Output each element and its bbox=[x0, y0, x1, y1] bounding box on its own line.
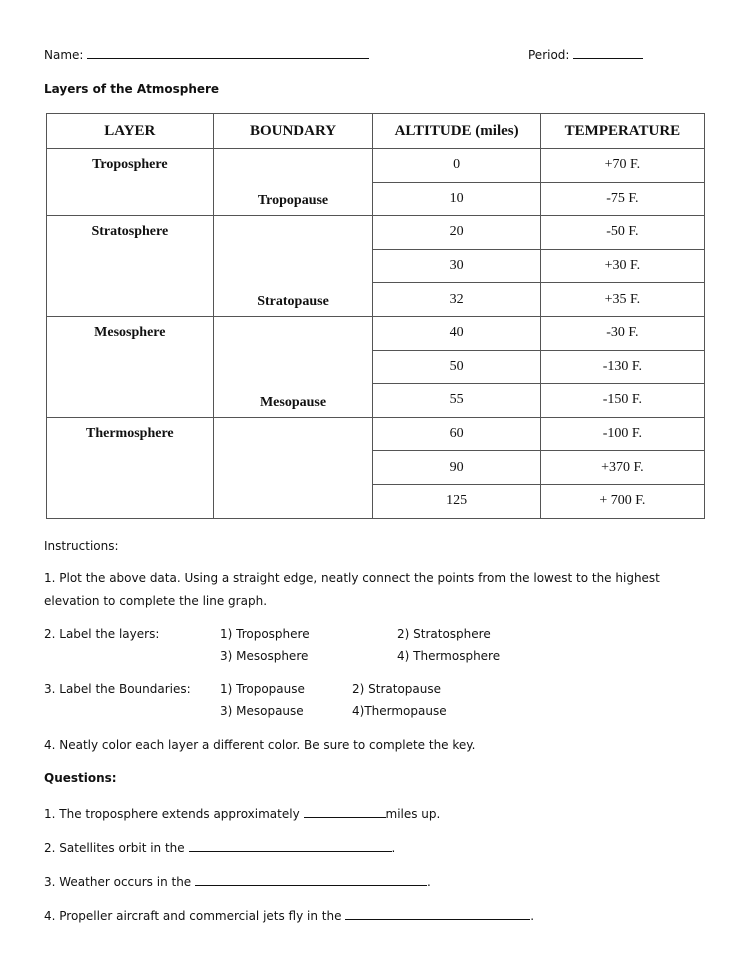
period-blank[interactable] bbox=[573, 46, 644, 59]
question-1-suffix: miles up. bbox=[385, 807, 441, 821]
altitude-cell: 32 bbox=[372, 282, 541, 317]
boundary-cell: Tropopause bbox=[212, 147, 374, 217]
altitude-cell: 0 bbox=[372, 148, 541, 183]
boundary-item: 1) Tropopause bbox=[220, 682, 305, 696]
table-row: 125 + 700 F. bbox=[47, 483, 706, 519]
table-row: 30 +30 F. bbox=[47, 248, 706, 284]
altitude-cell: 50 bbox=[372, 349, 541, 385]
boundary-item: 2) Stratopause bbox=[352, 682, 441, 696]
column-header: ALTITUDE (miles) bbox=[372, 113, 541, 149]
layer-item: 2) Stratosphere bbox=[397, 627, 491, 641]
temperature-cell: +370 F. bbox=[539, 450, 706, 485]
altitude-cell: 55 bbox=[372, 383, 541, 418]
atmosphere-table: LAYER BOUNDARY ALTITUDE (miles) TEMPERATURE… bbox=[46, 113, 706, 519]
instruction-1: 1. Plot the above data. Using a straight… bbox=[44, 571, 660, 585]
table-row: Thermosphere 60 -100 F. bbox=[46, 416, 706, 519]
name-line: Name: bbox=[44, 46, 370, 62]
boundary-item: 3) Mesopause bbox=[220, 704, 304, 718]
temperature-cell: -75 F. bbox=[539, 181, 706, 217]
temperature-cell: -150 F. bbox=[539, 383, 706, 418]
altitude-cell: 10 bbox=[372, 181, 541, 217]
question-1: 1. The troposphere extends approximately… bbox=[44, 805, 440, 821]
question-4-text: 4. Propeller aircraft and commercial jet… bbox=[44, 909, 346, 923]
altitude-cell: 20 bbox=[372, 215, 541, 250]
altitude-cell: 90 bbox=[372, 450, 541, 485]
period-line: Period: bbox=[528, 46, 644, 62]
table-row: 32 +35 F. bbox=[47, 282, 706, 317]
temperature-cell: -50 F. bbox=[539, 215, 706, 250]
temperature-cell: + 700 F. bbox=[539, 483, 706, 519]
column-header: TEMPERATURE bbox=[539, 113, 706, 149]
altitude-cell: 125 bbox=[372, 483, 541, 519]
answer-blank[interactable] bbox=[303, 805, 386, 818]
instruction-3: 3. Label the Boundaries: bbox=[44, 682, 191, 696]
question-2-text: 2. Satellites orbit in the bbox=[44, 841, 189, 855]
table-row: 90 +370 F. bbox=[47, 450, 706, 485]
answer-blank[interactable] bbox=[195, 873, 428, 886]
table-row: Troposphere Tropopause 0 +70 F. bbox=[46, 147, 706, 217]
altitude-cell: 60 bbox=[372, 416, 541, 452]
name-blank[interactable] bbox=[87, 46, 370, 59]
page-title: Layers of the Atmosphere bbox=[44, 82, 220, 96]
temperature-cell: -130 F. bbox=[539, 349, 706, 385]
temperature-cell: +30 F. bbox=[539, 248, 706, 284]
question-3-text: 3. Weather occurs in the bbox=[44, 875, 196, 889]
table-row: 55 -150 F. bbox=[47, 383, 706, 418]
answer-blank[interactable] bbox=[188, 839, 392, 852]
temperature-cell: +70 F. bbox=[539, 148, 706, 183]
boundary-cell: Mesopause bbox=[212, 315, 374, 418]
boundary-cell bbox=[212, 416, 374, 519]
column-header: BOUNDARY bbox=[212, 113, 374, 149]
questions-heading: Questions: bbox=[44, 771, 117, 785]
table-row: 10 -75 F. bbox=[47, 181, 706, 217]
layer-item: 1) Troposphere bbox=[220, 627, 310, 641]
column-header: LAYER bbox=[46, 113, 214, 149]
altitude-cell: 30 bbox=[372, 248, 541, 284]
question-2: 2. Satellites orbit in the . bbox=[44, 839, 396, 855]
question-1-text: 1. The troposphere extends approximately bbox=[44, 807, 304, 821]
table-row: 50 -130 F. bbox=[47, 349, 706, 385]
instruction-1-cont: elevation to complete the line graph. bbox=[44, 594, 268, 608]
layer-cell: Stratosphere bbox=[46, 215, 214, 317]
boundary-cell: Stratopause bbox=[212, 215, 374, 317]
instructions-heading: Instructions: bbox=[44, 539, 119, 553]
temperature-cell: -100 F. bbox=[539, 416, 706, 452]
instruction-2: 2. Label the layers: bbox=[44, 627, 160, 641]
layer-item: 4) Thermosphere bbox=[397, 649, 501, 663]
instruction-4: 4. Neatly color each layer a different c… bbox=[44, 738, 476, 752]
altitude-cell: 40 bbox=[372, 315, 541, 351]
question-3: 3. Weather occurs in the . bbox=[44, 873, 431, 889]
layer-cell: Mesosphere bbox=[46, 315, 214, 418]
layer-cell: Troposphere bbox=[46, 147, 214, 217]
temperature-cell: -30 F. bbox=[539, 315, 706, 351]
answer-blank[interactable] bbox=[345, 907, 531, 920]
question-4: 4. Propeller aircraft and commercial jet… bbox=[44, 907, 535, 923]
boundary-item: 4)Thermopause bbox=[352, 704, 447, 718]
layer-item: 3) Mesosphere bbox=[220, 649, 309, 663]
table-row: Stratosphere Stratopause 20 -50 F. bbox=[46, 215, 706, 317]
table-row: Mesosphere Mesopause 40 -30 F. bbox=[46, 315, 706, 418]
period-label: Period: bbox=[528, 48, 570, 62]
name-label: Name: bbox=[44, 48, 84, 62]
layer-cell: Thermosphere bbox=[46, 416, 214, 519]
temperature-cell: +35 F. bbox=[539, 282, 706, 317]
